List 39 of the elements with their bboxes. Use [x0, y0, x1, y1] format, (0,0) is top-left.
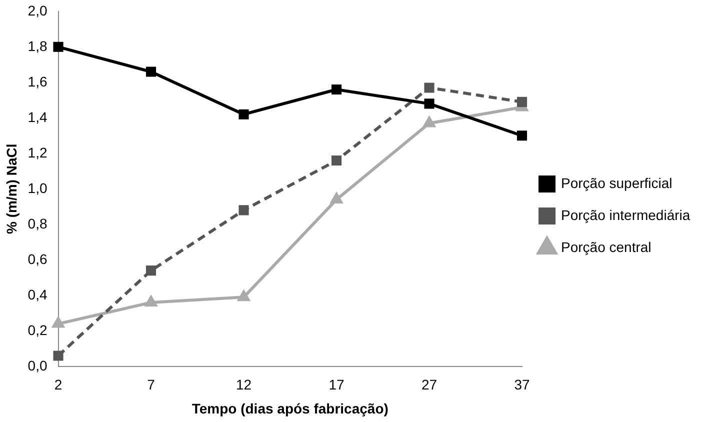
x-axis-title: Tempo (dias após fabricação)	[192, 400, 388, 416]
y-tick-label: 1,8	[28, 38, 48, 54]
y-tick-label: 0,6	[28, 250, 48, 267]
point	[331, 155, 342, 166]
y-tick-label: 0,2	[28, 322, 48, 338]
legend-label: Porção intermediária	[561, 206, 690, 223]
point	[424, 82, 434, 93]
point	[145, 296, 157, 306]
point	[330, 193, 342, 204]
point	[238, 290, 250, 302]
x-tick-label: 2	[54, 376, 62, 393]
x-tick-label: 37	[514, 376, 530, 393]
x-tick-label: 17	[328, 376, 344, 393]
y-axis-title: % (m/m) NaCl	[3, 144, 20, 234]
point	[53, 42, 64, 52]
y-tick-label: 1,6	[28, 73, 48, 90]
y-tick-label: 1,2	[28, 144, 48, 160]
point	[238, 109, 249, 120]
point	[53, 350, 64, 361]
x-tick-label: 7	[147, 376, 156, 393]
y-tick-label: 1,0	[28, 180, 48, 196]
x-tick-label: 12	[236, 376, 252, 393]
point	[146, 266, 156, 276]
point	[516, 96, 528, 107]
y-tick-label: 0,4	[28, 286, 48, 302]
legend-label: Porção superficial	[561, 174, 672, 191]
y-tick-label: 0,8	[28, 215, 48, 232]
point	[516, 130, 528, 141]
point	[331, 84, 342, 95]
x-tick-label: 27	[421, 376, 438, 393]
point	[52, 317, 64, 328]
y-tick-label: 0,0	[28, 357, 48, 374]
y-tick-label: 1,4	[28, 108, 48, 125]
point	[146, 66, 156, 77]
point	[424, 98, 434, 109]
point	[238, 205, 249, 216]
y-tick-label: 2,0	[28, 2, 48, 18]
legend-label: Porção central	[561, 238, 652, 255]
point	[423, 116, 436, 128]
